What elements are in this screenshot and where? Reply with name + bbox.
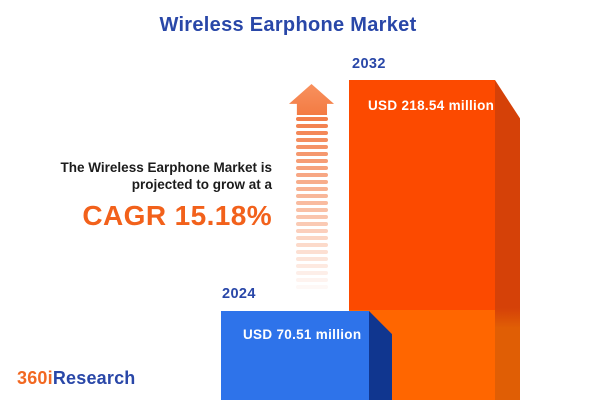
arrow-stripe xyxy=(296,173,328,177)
arrow-stripe xyxy=(296,271,328,275)
arrow-stripe xyxy=(296,124,328,128)
arrow-stripe xyxy=(296,250,328,254)
brand-logo: 360iResearch xyxy=(17,368,136,389)
arrow-stripe xyxy=(296,166,328,170)
arrow-stripe xyxy=(296,159,328,163)
bar-year-label-2032: 2032 xyxy=(352,56,386,72)
arrow-stripe xyxy=(296,236,328,240)
annotation-line-1: The Wireless Earphone Market is xyxy=(60,160,272,175)
cagr-value: CAGR 15.18% xyxy=(82,200,272,231)
arrow-stripe xyxy=(296,264,328,268)
arrow-stripe xyxy=(296,194,328,198)
arrow-stripe xyxy=(296,257,328,261)
brand-logo-suffix: Research xyxy=(52,368,136,388)
arrow-stripe xyxy=(296,117,328,121)
growth-arrow-stripes xyxy=(296,117,328,297)
arrow-stripe xyxy=(296,187,328,191)
arrow-stripe xyxy=(296,208,328,212)
bar-2024-side-face xyxy=(369,311,392,400)
brand-logo-prefix: 360i xyxy=(17,368,53,388)
arrow-stripe xyxy=(296,145,328,149)
bar-value-label-2032: USD 218.54 million xyxy=(368,98,495,113)
arrow-stripe xyxy=(296,131,328,135)
arrow-stripe xyxy=(296,222,328,226)
bar-2032-side-face xyxy=(495,80,520,400)
growth-annotation: The Wireless Earphone Market is projecte… xyxy=(61,160,272,232)
arrow-stripe xyxy=(296,180,328,184)
bar-2024 xyxy=(221,311,369,400)
bar-year-label-2024: 2024 xyxy=(222,286,256,302)
growth-arrow-icon xyxy=(289,84,334,115)
arrow-stripe xyxy=(296,285,328,289)
arrow-stripe xyxy=(296,243,328,247)
bar-value-label-2024: USD 70.51 million xyxy=(243,327,362,342)
arrow-stripe xyxy=(296,152,328,156)
arrow-stripe xyxy=(296,229,328,233)
arrow-stripe xyxy=(296,215,328,219)
page-title: Wireless Earphone Market xyxy=(159,14,417,36)
arrow-stripe xyxy=(296,201,328,205)
annotation-line-2: projected to grow at a xyxy=(131,176,272,192)
arrow-stripe xyxy=(296,278,328,282)
arrow-stripe xyxy=(296,138,328,142)
